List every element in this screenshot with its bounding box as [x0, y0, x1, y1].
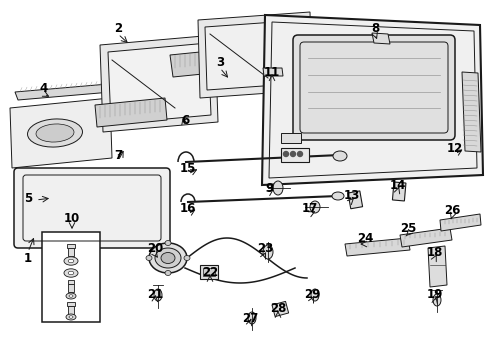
- Bar: [42, 232, 100, 322]
- Text: 10: 10: [64, 212, 80, 225]
- Ellipse shape: [64, 257, 78, 265]
- Text: 18: 18: [426, 246, 442, 258]
- Polygon shape: [439, 214, 480, 231]
- Bar: [271, 301, 288, 316]
- Ellipse shape: [164, 240, 171, 246]
- Bar: [203, 268, 215, 276]
- Bar: [68, 306, 74, 314]
- Ellipse shape: [68, 259, 74, 263]
- Text: 25: 25: [399, 221, 415, 234]
- Ellipse shape: [432, 294, 440, 306]
- Polygon shape: [371, 33, 389, 44]
- Ellipse shape: [161, 252, 175, 264]
- Bar: [392, 182, 405, 201]
- Ellipse shape: [68, 271, 74, 275]
- Text: 29: 29: [303, 288, 320, 302]
- Text: 7: 7: [114, 149, 122, 162]
- Circle shape: [283, 152, 288, 157]
- Polygon shape: [263, 68, 283, 76]
- Text: 11: 11: [264, 66, 280, 78]
- Ellipse shape: [69, 295, 73, 297]
- Ellipse shape: [164, 270, 171, 275]
- Ellipse shape: [309, 201, 319, 213]
- Text: 28: 28: [269, 302, 285, 315]
- Bar: [67, 244, 75, 248]
- Polygon shape: [95, 98, 167, 127]
- Bar: [347, 191, 362, 209]
- Polygon shape: [15, 80, 158, 100]
- Ellipse shape: [64, 269, 78, 277]
- Ellipse shape: [331, 192, 343, 200]
- Ellipse shape: [332, 151, 346, 161]
- FancyBboxPatch shape: [292, 35, 454, 140]
- Text: 20: 20: [146, 242, 163, 255]
- Polygon shape: [427, 246, 446, 287]
- Polygon shape: [170, 48, 243, 77]
- FancyBboxPatch shape: [14, 168, 170, 248]
- Bar: [200, 265, 218, 279]
- Bar: [281, 133, 301, 143]
- Text: 12: 12: [446, 141, 462, 154]
- Text: 17: 17: [301, 202, 318, 215]
- Text: 13: 13: [343, 189, 359, 202]
- Polygon shape: [461, 72, 480, 152]
- Text: 9: 9: [265, 181, 274, 194]
- Ellipse shape: [272, 181, 283, 195]
- Text: 14: 14: [389, 179, 406, 192]
- Polygon shape: [204, 20, 305, 90]
- Text: 3: 3: [216, 55, 224, 68]
- Text: 22: 22: [202, 266, 218, 279]
- Text: 23: 23: [256, 242, 273, 255]
- Text: 6: 6: [181, 113, 189, 126]
- Ellipse shape: [154, 289, 162, 301]
- Ellipse shape: [69, 316, 73, 318]
- Text: 24: 24: [356, 231, 372, 244]
- Bar: [68, 280, 74, 284]
- Ellipse shape: [36, 124, 74, 142]
- Ellipse shape: [247, 312, 256, 324]
- Bar: [68, 248, 74, 256]
- Polygon shape: [399, 228, 451, 247]
- Polygon shape: [198, 12, 311, 98]
- Ellipse shape: [263, 245, 272, 259]
- Ellipse shape: [183, 256, 190, 261]
- Bar: [281, 148, 308, 162]
- Text: 19: 19: [426, 288, 442, 302]
- Text: 26: 26: [443, 203, 459, 216]
- Circle shape: [297, 152, 302, 157]
- Polygon shape: [262, 15, 482, 185]
- Bar: [68, 284, 74, 292]
- Ellipse shape: [149, 243, 186, 273]
- Text: 4: 4: [40, 81, 48, 95]
- Ellipse shape: [155, 248, 181, 268]
- Text: 5: 5: [24, 192, 32, 204]
- Ellipse shape: [146, 256, 152, 261]
- Polygon shape: [10, 98, 112, 168]
- Ellipse shape: [310, 289, 318, 301]
- Ellipse shape: [66, 293, 76, 299]
- Polygon shape: [108, 43, 210, 124]
- Text: 16: 16: [180, 202, 196, 215]
- Text: 1: 1: [24, 252, 32, 265]
- Ellipse shape: [27, 119, 82, 147]
- Text: 8: 8: [370, 22, 378, 35]
- Polygon shape: [345, 238, 409, 256]
- Text: 21: 21: [146, 288, 163, 302]
- Text: 27: 27: [242, 311, 258, 324]
- Polygon shape: [100, 35, 218, 132]
- Ellipse shape: [66, 314, 76, 320]
- Text: 2: 2: [114, 22, 122, 35]
- Bar: [67, 302, 75, 306]
- Circle shape: [290, 152, 295, 157]
- Text: 15: 15: [180, 162, 196, 175]
